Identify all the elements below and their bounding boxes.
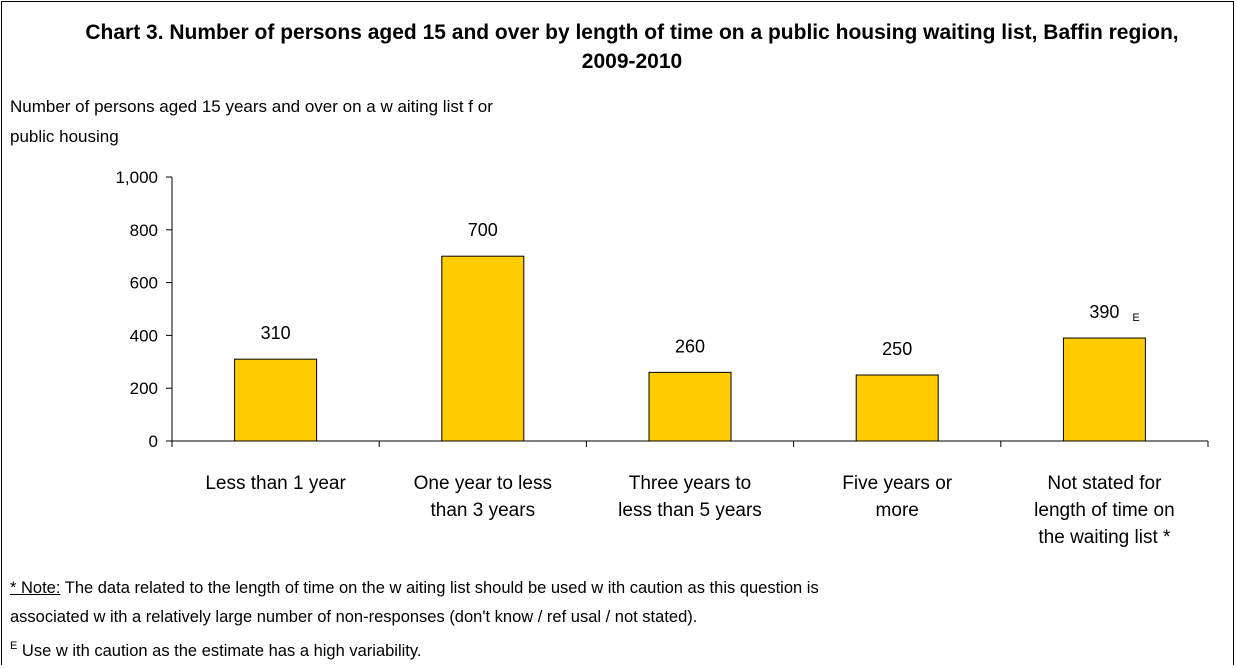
- bar: [441, 255, 525, 442]
- y-tick-label: 800: [130, 221, 158, 240]
- note-line-3: E Use w ith caution as the estimate has …: [10, 632, 1210, 666]
- data-label: 260: [675, 336, 705, 356]
- note-text: The data related to the length of time o…: [60, 579, 819, 597]
- data-label: 310: [261, 323, 291, 343]
- y-tick-label: 400: [130, 326, 158, 345]
- x-tick-label: One year to less than 3 years: [414, 473, 552, 521]
- bar: [648, 371, 732, 442]
- data-label: 700: [468, 220, 498, 240]
- note-key: * Note:: [10, 579, 61, 597]
- footnotes: * Note: The data related to the length o…: [10, 574, 1210, 666]
- bar: [1062, 337, 1146, 442]
- chart-title: Chart 3. Number of persons aged 15 and o…: [85, 21, 1179, 73]
- data-label: 250: [882, 339, 912, 359]
- x-tick-label: Five years or more: [842, 473, 952, 521]
- y-axis-label: Number of persons aged 15 years and over…: [10, 97, 493, 146]
- y-tick-label: 200: [130, 379, 158, 398]
- x-tick-label: Not stated for length of time on the waiti…: [1034, 473, 1174, 548]
- note-line-2: associated w ith a relatively large numb…: [10, 608, 698, 626]
- x-tick-label: Less than 1 year: [205, 473, 346, 494]
- y-tick-label: 0: [149, 432, 158, 451]
- y-tick-label: 1,000: [115, 168, 158, 187]
- note-line-1: * Note: The data related to the length o…: [10, 574, 1210, 603]
- data-flag-e: E: [1132, 312, 1139, 324]
- data-label: 390: [1089, 302, 1119, 322]
- y-tick-label: 600: [130, 274, 158, 293]
- bar: [234, 358, 318, 442]
- bar: [855, 374, 939, 442]
- x-tick-label: Three years to less than 5 years: [618, 473, 762, 521]
- e-note-text: Use w ith caution as the estimate has a …: [17, 642, 422, 660]
- e-symbol: E: [10, 640, 18, 652]
